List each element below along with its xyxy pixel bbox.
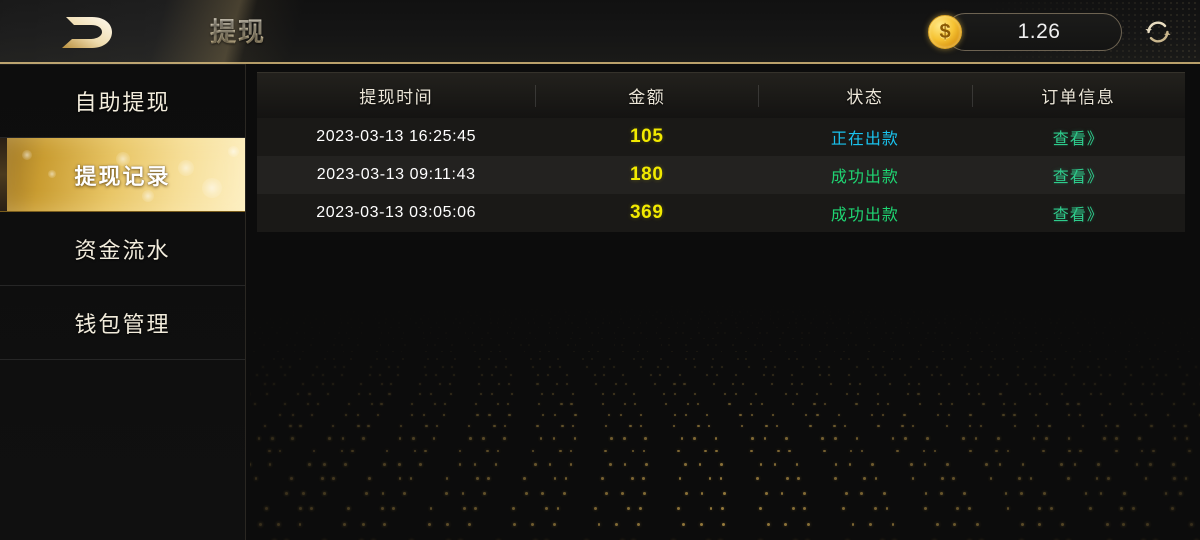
cell-amount: 369 xyxy=(629,202,664,223)
bokeh-decor xyxy=(228,146,239,157)
sidebar-nav: 自助提现 提现记录 资金流水 钱包管理 xyxy=(0,64,246,540)
bokeh-decor xyxy=(22,150,32,160)
app-header: 提现 $ 1.26 xyxy=(0,0,1200,64)
balance-widget[interactable]: $ 1.26 xyxy=(928,12,1122,52)
view-order-link[interactable]: 查看》 xyxy=(1052,131,1104,148)
table-row: 2023-03-13 03:05:06 369 成功出款 查看》 xyxy=(257,194,1185,232)
column-header-amount: 金额 xyxy=(535,83,758,108)
page-title: 提现 xyxy=(210,12,266,49)
sidebar-item-label: 提现记录 xyxy=(74,163,171,189)
balance-value: 1.26 xyxy=(1017,20,1061,43)
sidebar-item-label: 钱包管理 xyxy=(74,311,171,337)
cell-withdraw-time: 2023-03-13 09:11:43 xyxy=(316,166,476,183)
sidebar-item-self-withdraw[interactable]: 自助提现 xyxy=(0,64,245,138)
cell-withdraw-time: 2023-03-13 03:05:06 xyxy=(316,204,477,221)
sidebar-item-label: 资金流水 xyxy=(74,237,171,263)
withdraw-records-table: 提现时间 金额 状态 订单信息 2023-03-13 16:25:45 105 正在… xyxy=(257,72,1185,232)
sidebar-item-fund-flow[interactable]: 资金流水 xyxy=(0,212,245,286)
gold-coin-dollar-icon: $ xyxy=(928,15,962,49)
bokeh-decor xyxy=(142,190,154,202)
column-header-status: 状态 xyxy=(758,83,971,108)
view-order-link[interactable]: 查看》 xyxy=(1052,169,1104,186)
balance-box[interactable]: 1.26 xyxy=(946,13,1122,51)
brand-d-logo[interactable] xyxy=(52,8,124,56)
cell-status: 正在出款 xyxy=(830,131,899,148)
cell-status: 成功出款 xyxy=(830,169,899,186)
perspective-dot-background xyxy=(250,300,1200,540)
table-header-row: 提现时间 金额 状态 订单信息 xyxy=(257,72,1185,118)
cell-order-info: 查看》 xyxy=(972,201,1185,225)
bokeh-decor xyxy=(48,170,56,178)
sidebar-item-wallet-management[interactable]: 钱包管理 xyxy=(0,286,245,360)
bokeh-decor xyxy=(178,160,194,176)
table-row: 2023-03-13 09:11:43 180 成功出款 查看》 xyxy=(257,156,1185,194)
column-header-order: 订单信息 xyxy=(972,83,1185,108)
sidebar-item-withdraw-records[interactable]: 提现记录 xyxy=(0,138,245,212)
cell-withdraw-time: 2023-03-13 16:25:45 xyxy=(316,128,477,145)
cell-amount: 180 xyxy=(629,164,664,185)
cell-amount: 105 xyxy=(629,126,664,147)
table-row: 2023-03-13 16:25:45 105 正在出款 查看》 xyxy=(257,118,1185,156)
bokeh-decor xyxy=(202,178,222,198)
refresh-icon[interactable] xyxy=(1140,14,1176,50)
view-order-link[interactable]: 查看》 xyxy=(1052,207,1104,224)
table-body: 2023-03-13 16:25:45 105 正在出款 查看》 2023-03-13 … xyxy=(257,118,1185,232)
cell-order-info: 查看》 xyxy=(972,163,1185,187)
cell-status: 成功出款 xyxy=(830,207,899,224)
dot-background-fade xyxy=(250,300,1200,420)
cell-order-info: 查看》 xyxy=(972,125,1185,149)
column-header-time: 提现时间 xyxy=(359,88,434,107)
sidebar-item-label: 自助提现 xyxy=(74,90,171,115)
